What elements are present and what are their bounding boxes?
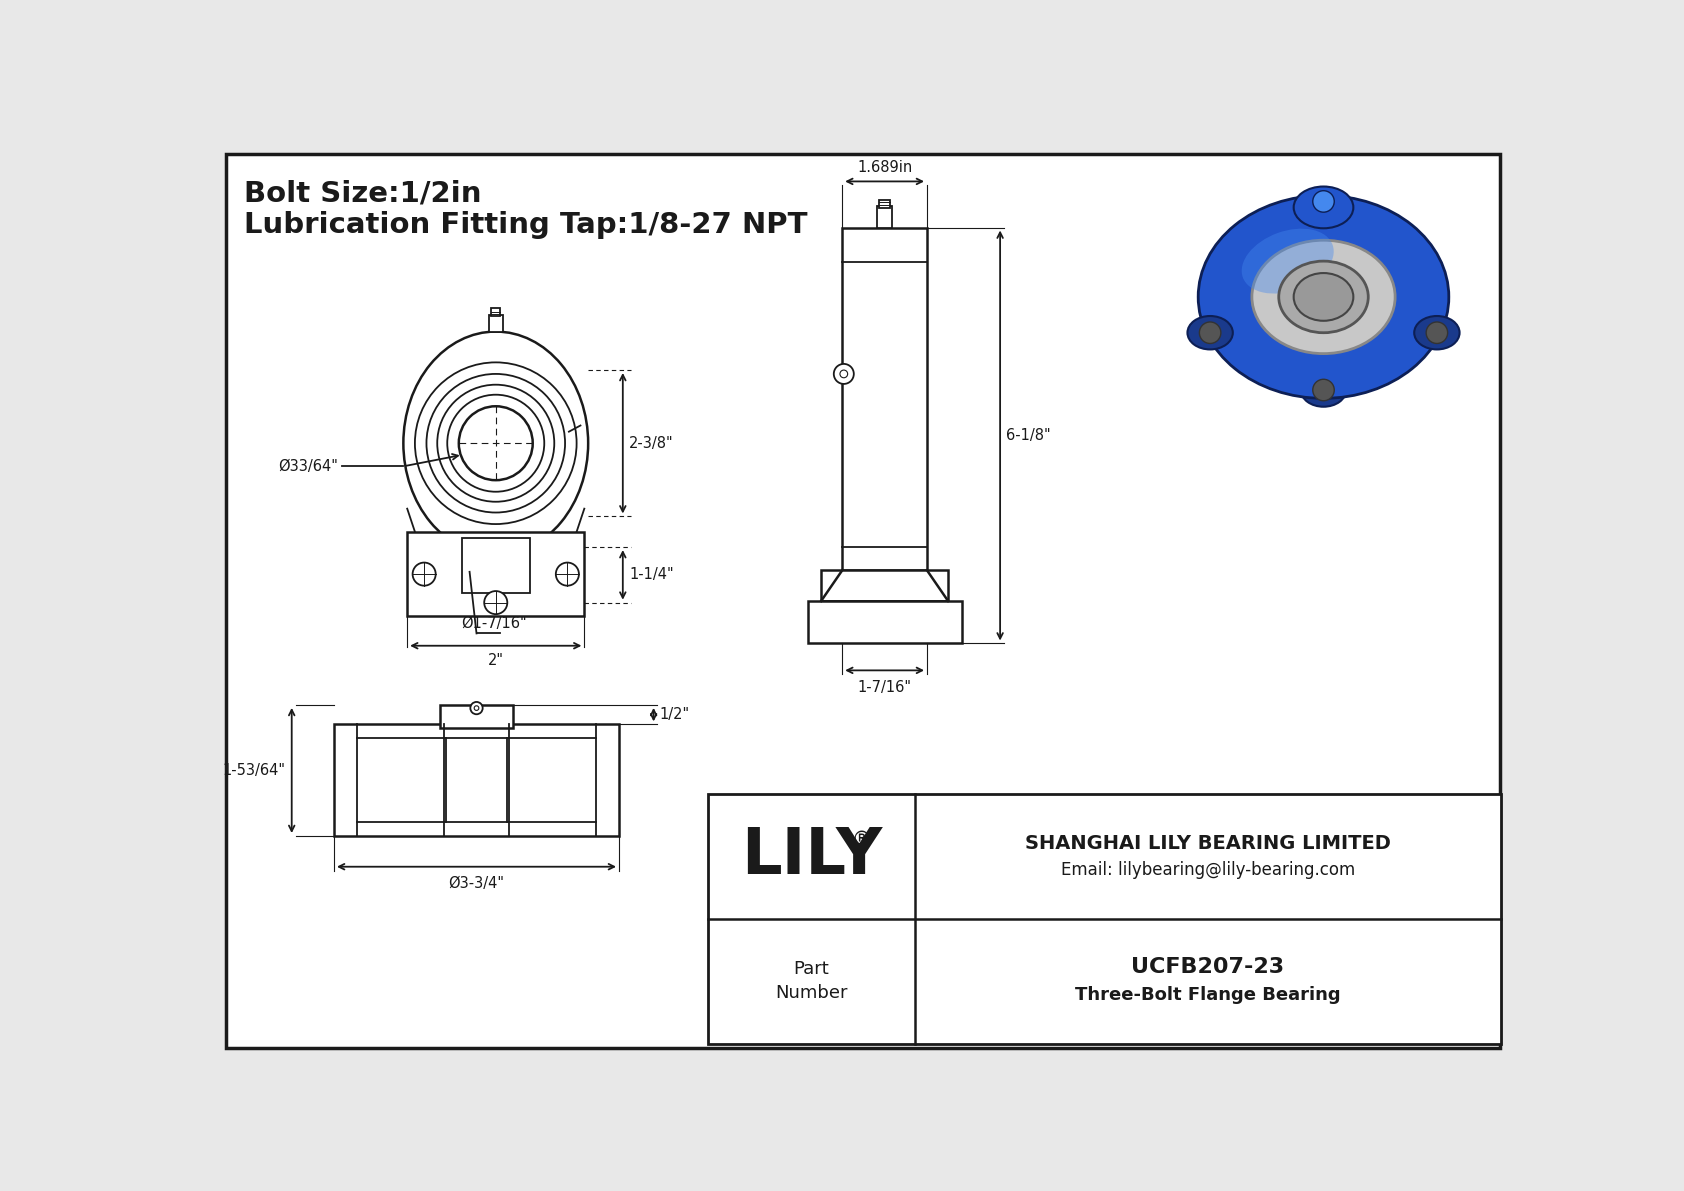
Ellipse shape <box>1293 187 1354 229</box>
Bar <box>408 531 584 617</box>
Bar <box>822 570 948 601</box>
Text: Ø33/64": Ø33/64" <box>278 459 338 474</box>
Text: Email: lilybearing@lily-bearing.com: Email: lilybearing@lily-bearing.com <box>1061 861 1356 879</box>
Circle shape <box>834 364 854 384</box>
Circle shape <box>556 562 579 586</box>
Bar <box>440 705 514 728</box>
Bar <box>461 538 530 593</box>
Text: ®: ® <box>852 830 871 849</box>
Text: 1-7/16": 1-7/16" <box>857 680 911 694</box>
Text: 1-53/64": 1-53/64" <box>222 763 286 778</box>
Text: UCFB207-23: UCFB207-23 <box>1132 958 1285 978</box>
Circle shape <box>458 406 532 480</box>
Text: Ø1-7/16": Ø1-7/16" <box>461 616 527 631</box>
Text: 1.689in: 1.689in <box>857 161 913 175</box>
Text: Ø3-3/4": Ø3-3/4" <box>448 875 505 891</box>
Bar <box>707 793 1500 1043</box>
Text: 2": 2" <box>488 654 504 668</box>
Text: 6-1/8": 6-1/8" <box>1007 428 1051 443</box>
Bar <box>333 724 620 836</box>
Circle shape <box>485 591 507 615</box>
Ellipse shape <box>1187 316 1233 349</box>
Circle shape <box>1426 322 1448 343</box>
Ellipse shape <box>1278 261 1369 332</box>
Text: 2-3/8": 2-3/8" <box>628 436 674 450</box>
Bar <box>492 308 500 316</box>
Ellipse shape <box>1415 316 1460 349</box>
Text: Lubrication Fitting Tap:1/8-27 NPT: Lubrication Fitting Tap:1/8-27 NPT <box>244 211 807 238</box>
Ellipse shape <box>404 331 588 555</box>
Circle shape <box>470 701 483 715</box>
Text: LILY: LILY <box>741 825 882 887</box>
Text: 1-1/4": 1-1/4" <box>628 567 674 582</box>
Circle shape <box>1314 379 1334 400</box>
Bar <box>842 227 926 570</box>
Text: 1/2": 1/2" <box>660 707 690 722</box>
Ellipse shape <box>1251 241 1394 354</box>
Circle shape <box>413 562 436 586</box>
Bar <box>808 601 962 643</box>
Circle shape <box>1199 322 1221 343</box>
Text: SHANGHAI LILY BEARING LIMITED: SHANGHAI LILY BEARING LIMITED <box>1026 835 1391 853</box>
Bar <box>877 206 893 227</box>
Text: Part
Number: Part Number <box>775 960 847 1002</box>
Bar <box>488 314 504 331</box>
Ellipse shape <box>1199 195 1448 398</box>
Ellipse shape <box>1300 373 1346 406</box>
Circle shape <box>1314 191 1334 212</box>
Text: Bolt Size:1/2in: Bolt Size:1/2in <box>244 180 482 208</box>
Bar <box>879 200 891 207</box>
Text: Three-Bolt Flange Bearing: Three-Bolt Flange Bearing <box>1074 986 1340 1004</box>
Ellipse shape <box>1293 273 1354 320</box>
Ellipse shape <box>1241 229 1334 293</box>
